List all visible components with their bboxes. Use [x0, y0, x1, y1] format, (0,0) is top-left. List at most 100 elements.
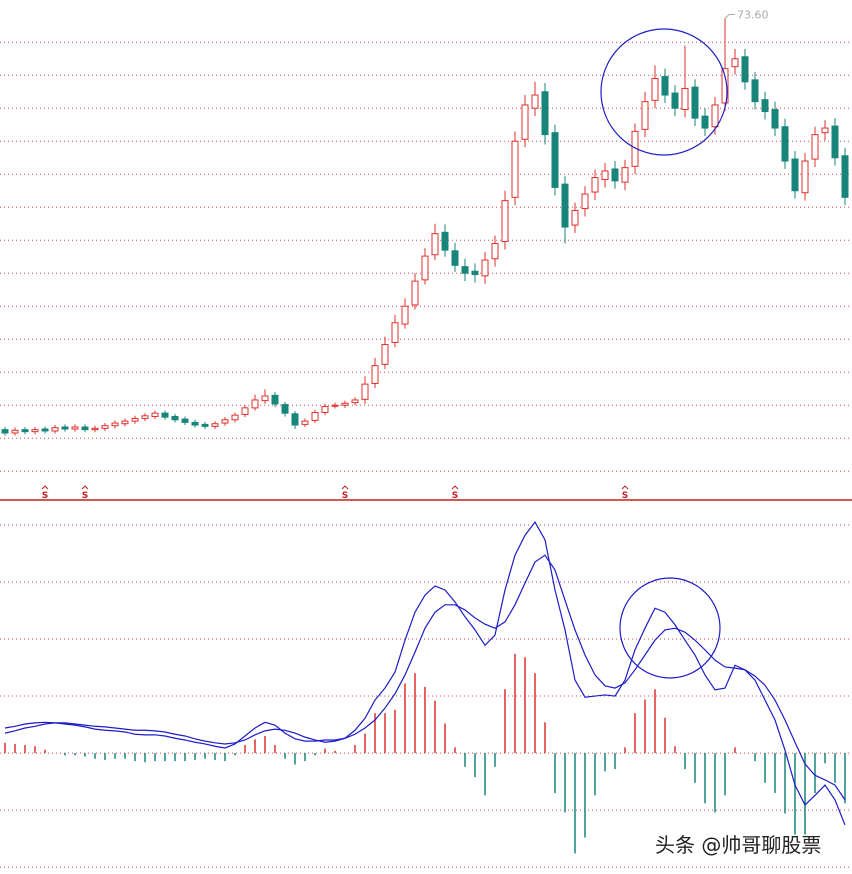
candle-body [741, 56, 749, 83]
candle-body [411, 280, 419, 306]
candle-body [181, 418, 189, 423]
candle-body [81, 426, 89, 431]
candle-body [381, 344, 389, 365]
candle-body [591, 177, 599, 193]
candle-body [661, 76, 669, 96]
signal-hat [341, 485, 349, 490]
candle-body [41, 428, 49, 432]
candle-body [541, 91, 549, 136]
candle-body [131, 417, 139, 422]
candle-body [261, 395, 269, 402]
candle-body [701, 115, 709, 129]
candle-body [211, 423, 219, 427]
candle-body [731, 58, 739, 68]
signal-marker: S [452, 491, 458, 501]
candle-body [531, 94, 539, 109]
candle-body [121, 420, 129, 425]
signal-hat [81, 485, 89, 490]
candle-body [471, 270, 479, 276]
candle-body [551, 132, 559, 188]
candle-body [151, 412, 159, 417]
signal-hat [41, 485, 49, 490]
candle-body [231, 414, 239, 421]
candle-body [1, 429, 9, 434]
candle-body [101, 425, 109, 429]
candle-body [281, 404, 289, 414]
max-label: 73.60 [737, 8, 769, 21]
candle-body [721, 68, 729, 104]
candle-body [251, 399, 259, 409]
candle-body [21, 429, 29, 433]
candle-body [321, 406, 329, 413]
candle-body [191, 421, 199, 426]
candle-body [461, 266, 469, 274]
candle-body [511, 140, 519, 198]
candle-body [271, 394, 279, 405]
candle-body [111, 422, 119, 427]
candle-body [61, 426, 69, 430]
candle-body [781, 126, 789, 162]
highlight-circle [600, 28, 728, 156]
candle-body [361, 383, 369, 400]
candle-body [681, 87, 689, 111]
signal-marker: S [82, 491, 88, 501]
candle-body [761, 99, 769, 113]
candle-body [171, 415, 179, 421]
candle-body [441, 231, 449, 251]
candle-body [391, 322, 399, 344]
candle-body [561, 183, 569, 228]
candle-body [771, 109, 779, 129]
candle-body [431, 233, 439, 256]
candle-body [141, 415, 149, 419]
candle-body [221, 419, 229, 424]
candle-body [341, 402, 349, 406]
max-pointer [724, 13, 735, 19]
candle-body [331, 404, 339, 407]
candle-body [711, 104, 719, 128]
candle-body [421, 255, 429, 281]
candle-body [311, 412, 319, 421]
highlight-circle [619, 577, 721, 679]
signal-marker: S [342, 491, 348, 501]
candle-body [51, 427, 59, 432]
candle-body [621, 167, 629, 183]
candle-body [791, 158, 799, 192]
candle-body [301, 420, 309, 425]
candle-body [601, 170, 609, 181]
candle-body [831, 125, 839, 159]
candle-body [201, 423, 209, 427]
candle-body [291, 413, 299, 426]
candle-body [241, 407, 249, 415]
candle-body [11, 429, 19, 434]
candle-body [691, 86, 699, 119]
candle-body [801, 160, 809, 194]
candle-body [821, 127, 829, 134]
candle-body [811, 134, 819, 160]
candle-body [641, 101, 649, 130]
candle-body [401, 305, 409, 325]
candle-body [451, 250, 459, 266]
candle-body [161, 412, 169, 418]
candle-body [631, 130, 639, 167]
candle-body [611, 168, 619, 182]
candle-body [481, 259, 489, 277]
watermark: 头条 @帅哥聊股票 [655, 833, 821, 857]
candle-body [751, 79, 759, 103]
candle-body [581, 193, 589, 210]
dea-line [4, 554, 846, 801]
candle-body [841, 155, 849, 198]
candle-body [371, 365, 379, 384]
candle-body [521, 104, 529, 140]
candle-body [31, 429, 39, 433]
candle-body [571, 210, 579, 226]
candle-body [491, 243, 499, 260]
candle-body [91, 427, 99, 431]
signal-marker: S [622, 491, 628, 501]
candle-body [671, 92, 679, 109]
candle-body [71, 426, 79, 430]
candle-body [501, 200, 509, 243]
dif-line [4, 521, 846, 826]
signal-hat [621, 485, 629, 490]
candle-body [651, 78, 659, 101]
